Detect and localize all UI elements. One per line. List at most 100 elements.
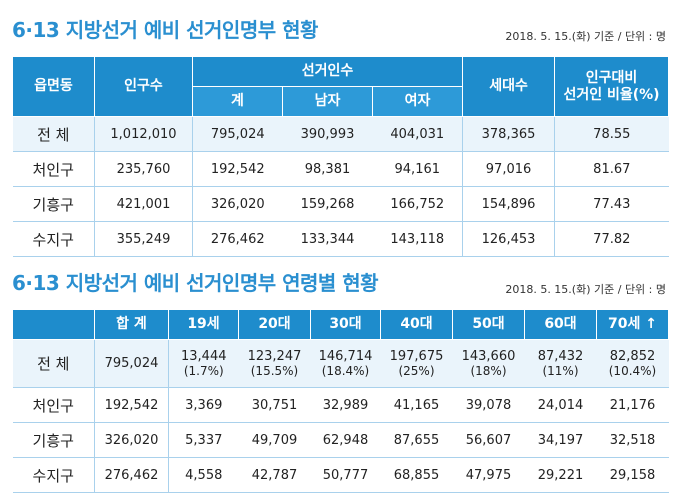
- cell-region: 처인구: [12, 151, 95, 187]
- header-ratio-line2: 선거인 비율(%): [563, 86, 660, 103]
- cell-count: 32,518: [596, 422, 669, 458]
- cell-value: 192,542: [104, 397, 159, 413]
- header-region: 읍면동: [12, 56, 95, 117]
- cell-male: 159,268: [282, 186, 373, 222]
- header-age: 합 계: [94, 309, 169, 340]
- cell-count: 41,165: [380, 387, 453, 423]
- cell-value: 32,989: [322, 397, 369, 413]
- cell-region: 수지구: [12, 221, 95, 257]
- table-row: 전 체 795,024 13,444 (1.7%) 123,247 (15.5%) 146,…: [12, 339, 669, 388]
- cell-count: 21,176: [596, 387, 669, 423]
- header-total: 계: [192, 86, 283, 117]
- cell-value: 47,975: [465, 467, 512, 483]
- cell-value: 41,165: [393, 397, 440, 413]
- cell-count: 87,655: [380, 422, 453, 458]
- cell-value: 13,444: [181, 348, 227, 364]
- cell-region: 수지구: [12, 457, 95, 493]
- cell-region: 전 체: [12, 116, 95, 152]
- table-row: 기흥구 421,001 326,020 159,268 166,752 154,896 77…: [12, 186, 669, 222]
- cell-value: 49,709: [251, 432, 298, 448]
- cell-households: 97,016: [462, 151, 555, 187]
- cell-count: 62,948: [310, 422, 381, 458]
- cell-percent: (15.5%): [250, 363, 299, 378]
- cell-male: 98,381: [282, 151, 373, 187]
- cell-female: 143,118: [372, 221, 463, 257]
- cell-percent: (11%): [542, 363, 579, 378]
- cell-total: 276,462: [192, 221, 283, 257]
- cell-value: 24,014: [537, 397, 584, 413]
- cell-count: 795,024: [94, 339, 169, 388]
- cell-ratio: 77.43: [554, 186, 669, 222]
- table-row: 처인구 192,542 3,369 30,751 32,989 41,165 39,078 2…: [12, 387, 669, 423]
- header-age: 60대: [524, 309, 597, 340]
- table-row: 기흥구 326,020 5,337 49,709 62,948 87,655 56,607 3…: [12, 422, 669, 458]
- cell-percent: (1.7%): [183, 363, 224, 378]
- cell-region: 처인구: [12, 387, 95, 423]
- section2-meta: 2018. 5. 15.(화) 기준 / 단위 : 명: [505, 283, 666, 296]
- header-age: 50대: [452, 309, 525, 340]
- cell-ratio: 78.55: [554, 116, 669, 152]
- cell-households: 378,365: [462, 116, 555, 152]
- cell-male: 390,993: [282, 116, 373, 152]
- cell-value: 146,714: [318, 348, 373, 364]
- cell-value: 3,369: [185, 397, 223, 413]
- cell-value: 123,247: [247, 348, 302, 364]
- header-age: 40대: [380, 309, 453, 340]
- cell-value: 795,024: [104, 356, 159, 371]
- cell-percent: (10.4%): [608, 363, 657, 378]
- cell-female: 166,752: [372, 186, 463, 222]
- cell-region: 전 체: [12, 339, 95, 388]
- cell-value: 87,432: [537, 348, 584, 364]
- cell-value: 34,197: [537, 432, 584, 448]
- cell-value: 62,948: [322, 432, 369, 448]
- cell-value: 39,078: [465, 397, 512, 413]
- cell-value: 56,607: [465, 432, 512, 448]
- cell-count: 68,855: [380, 457, 453, 493]
- cell-percent: (25%): [398, 363, 435, 378]
- cell-total: 326,020: [192, 186, 283, 222]
- cell-value: 29,221: [537, 467, 584, 483]
- section1-title: 6·13 지방선거 예비 선거인명부 현황: [12, 18, 318, 42]
- header-voters: 선거인수: [191, 56, 464, 87]
- header-ratio: 인구대비 선거인 비율(%): [554, 56, 670, 117]
- cell-value: 29,158: [609, 467, 656, 483]
- cell-total: 192,542: [192, 151, 283, 187]
- header-ratio-line1: 인구대비: [585, 69, 638, 86]
- cell-value: 82,852: [609, 348, 656, 364]
- cell-value: 5,337: [185, 432, 223, 448]
- voter-table: 읍면동 인구수 선거인수 세대수 인구대비 선거인 비율(%) 계 남자 여자 …: [12, 56, 670, 257]
- cell-count: 30,751: [238, 387, 311, 423]
- cell-count: 32,989: [310, 387, 381, 423]
- cell-households: 126,453: [462, 221, 555, 257]
- cell-value: 4,558: [185, 467, 223, 483]
- cell-count: 82,852 (10.4%): [596, 339, 669, 388]
- cell-count: 49,709: [238, 422, 311, 458]
- cell-count: 4,558: [168, 457, 239, 493]
- header-age: 30대: [310, 309, 381, 340]
- cell-percent: (18.4%): [321, 363, 370, 378]
- cell-value: 143,660: [461, 348, 516, 364]
- cell-total: 795,024: [192, 116, 283, 152]
- cell-count: 123,247 (15.5%): [238, 339, 311, 388]
- section2-title: 6·13 지방선거 예비 선거인명부 연령별 현황: [12, 271, 379, 295]
- cell-value: 276,462: [104, 467, 159, 483]
- header-male: 남자: [282, 86, 373, 117]
- header-age: 20대: [238, 309, 311, 340]
- section1-meta: 2018. 5. 15.(화) 기준 / 단위 : 명: [505, 30, 666, 43]
- cell-count: 24,014: [524, 387, 597, 423]
- cell-count: 13,444 (1.7%): [168, 339, 239, 388]
- cell-population: 355,249: [94, 221, 193, 257]
- cell-count: 50,777: [310, 457, 381, 493]
- cell-value: 21,176: [609, 397, 656, 413]
- cell-value: 30,751: [251, 397, 298, 413]
- cell-ratio: 81.67: [554, 151, 669, 187]
- cell-count: 5,337: [168, 422, 239, 458]
- age-table: 합 계 19세 20대 30대 40대 50대 60대 70세 ↑ 전 체 795,024 13,…: [12, 309, 669, 493]
- table-row: 처인구 235,760 192,542 98,381 94,161 97,016 81.67: [12, 151, 669, 187]
- cell-value: 68,855: [393, 467, 440, 483]
- cell-value: 50,777: [322, 467, 369, 483]
- header-population: 인구수: [94, 56, 193, 117]
- table-row: 전 체 1,012,010 795,024 390,993 404,031 378,365…: [12, 116, 669, 152]
- cell-count: 143,660 (18%): [452, 339, 525, 388]
- cell-male: 133,344: [282, 221, 373, 257]
